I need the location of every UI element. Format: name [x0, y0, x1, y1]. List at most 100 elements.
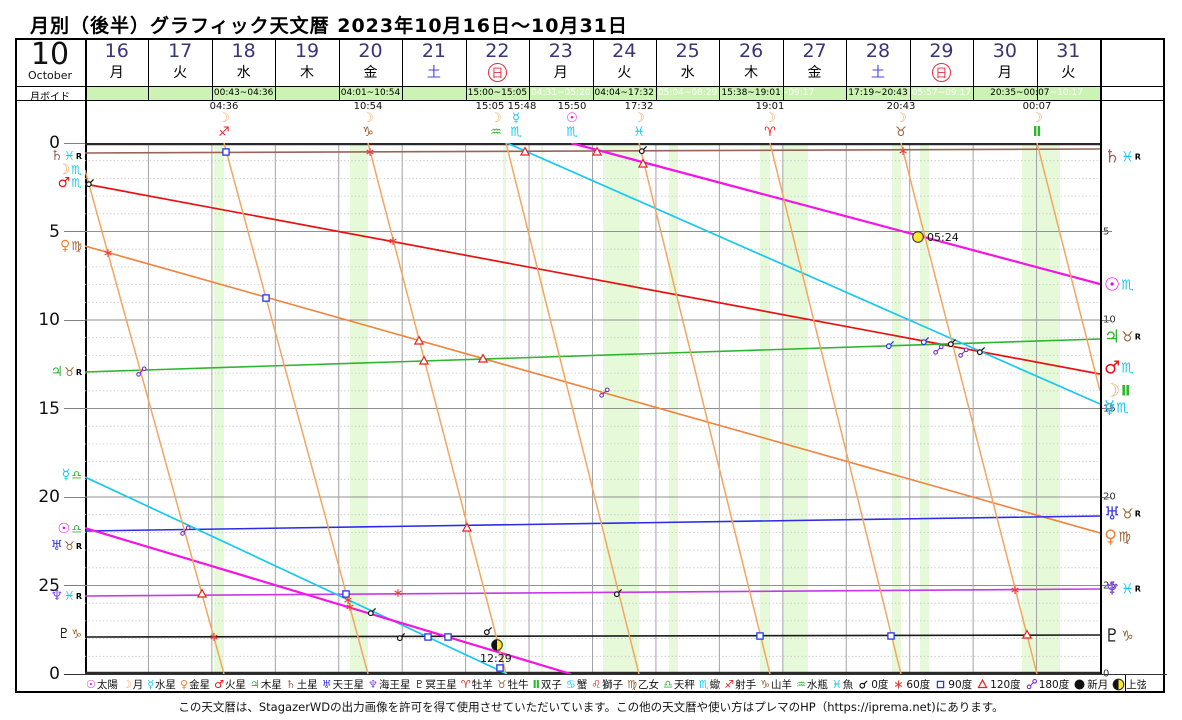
legend-sign-glyph: Ⅱ [532, 678, 540, 691]
aspect-marker-conj [85, 178, 95, 188]
date-cell: 20 金 [339, 39, 402, 86]
planet-label-right: ☿ ♏ [1104, 398, 1129, 419]
ingress-time: 04:36 [209, 101, 239, 112]
date-dow: 金 [363, 65, 378, 81]
void-time-cell: 17:19~20:43 [846, 88, 909, 99]
ingress-glyph: ☽ [764, 111, 776, 126]
date-number: 19 [294, 40, 320, 62]
legend-sign: ♌ 獅子 [591, 677, 623, 692]
planet-label-left: ♇ ♑ [20, 626, 82, 642]
date-number: 27 [802, 40, 827, 62]
planet-glyph: ♉ [64, 365, 75, 379]
event-time-label: 05:24 [927, 231, 959, 244]
planet-label-right: ♃ ♉ R [1104, 327, 1141, 348]
legend-planet: ♂ 火星 [214, 677, 246, 692]
planet-glyph: ♏ [1121, 277, 1134, 293]
date-cell: 17 火 [148, 39, 211, 86]
legend-sign-label: 射手 [735, 679, 757, 691]
aspect-marker-sq [262, 294, 270, 302]
aspect-marker-tri [591, 146, 603, 156]
legend-phase-label: 上弦 [1126, 679, 1146, 691]
legend-sign-label: 乙女 [637, 679, 659, 691]
ingress-time: 19:01 [755, 101, 785, 112]
legend-opp-icon [1026, 678, 1037, 690]
ingress-glyph-column: ☿ ♏ [507, 112, 525, 140]
date-cell: 21 土 [402, 39, 465, 86]
aspect-marker-sq [424, 633, 432, 641]
aspect-marker-conj [947, 338, 957, 348]
legend-sign: ♈ 牡羊 [461, 677, 493, 692]
moon-phase-events: 05:24 12:29 [480, 231, 959, 665]
ingress-time: 15:05 15:48 [475, 101, 537, 112]
legend-planet: ♅ 天王星 [322, 677, 364, 692]
legend-sign-label: 蠍 [709, 679, 721, 691]
aspect-marker-sq [756, 632, 764, 640]
planet-glyph: ♑ [1121, 628, 1134, 644]
planet-label-left: ☽ ♏ [20, 162, 82, 178]
ingress-glyph: ♈ [764, 125, 776, 140]
planet-glyph: ♄ [1104, 146, 1121, 168]
aspect-marker-conj [613, 588, 623, 598]
aspect-marker-tri [637, 158, 649, 168]
header-column-line [782, 38, 784, 100]
aspect-marker-tri [413, 335, 425, 345]
legend-planet-glyph: ♅ [321, 678, 332, 691]
void-time-cell: 04:31~05:20 [529, 88, 592, 99]
date-dow: 木 [300, 65, 315, 81]
planet-glyph: ♏ [1116, 400, 1129, 416]
header-column-line [275, 38, 277, 100]
date-number: 30 [992, 40, 1017, 62]
chart-svg: 05:24 12:29 [85, 143, 1100, 674]
y-axis-label-left: 0 [49, 664, 60, 684]
legend-fq-icon [1112, 678, 1125, 691]
ingress-glyph-column: ☽ Ⅱ [1028, 112, 1046, 140]
date-number: 28 [865, 40, 891, 62]
void-time-cell: 00:43~04:36 [212, 88, 275, 99]
planet-glyph: ♃ [50, 364, 64, 380]
aspect-marker-conj [396, 632, 406, 642]
planet-glyph: ♅ [50, 538, 64, 554]
planet-glyph: ♏ [71, 163, 82, 177]
planet-glyph: ♍ [1118, 529, 1131, 545]
aspect-marker-sq [444, 633, 452, 641]
aspect-marker-conj [920, 336, 930, 346]
event-time-label: 12:29 [480, 652, 512, 665]
ingress-glyph: ☽ [218, 111, 230, 126]
left-chart-border [85, 38, 87, 674]
planet-glyph: ♇ [57, 626, 71, 642]
retrograde-mark: R [1134, 332, 1141, 342]
y-axis-label-left: 25 [38, 575, 60, 596]
legend-aspect: 90度 [934, 677, 972, 692]
legend-sign: ♒ 水瓶 [796, 677, 828, 692]
y-axis-tick-right [1100, 319, 1112, 321]
planet-label-right: ♅ ♉ R [1104, 504, 1141, 525]
date-number: 25 [675, 40, 700, 62]
void-time-text: 15:00~15:05 [467, 88, 528, 98]
aspect-marker-opp [933, 344, 944, 355]
void-time-text: 17:19~20:43 [848, 88, 908, 98]
planet-label-left: ♆ ♓ R [20, 588, 83, 604]
legend-sign-label: 牡羊 [471, 679, 493, 691]
planet-glyph: ♂ [57, 175, 71, 191]
header-column-line [1036, 38, 1038, 100]
sunday-ring: 日 [487, 63, 507, 82]
ingress-glyph: ☽ [362, 111, 374, 126]
ingress-glyph: Ⅱ [1032, 125, 1042, 140]
y-axis-label-left: 15 [38, 398, 60, 419]
void-time-cell: 15:38~19:01~09:17 [719, 88, 846, 99]
planet-label-right: ♂ ♏ [1104, 358, 1134, 379]
legend-planet-label: 金星 [189, 679, 211, 691]
legend-phase: 上弦 [1112, 677, 1146, 692]
aspect-marker-sq [342, 590, 350, 598]
retrograde-mark: R [1134, 509, 1141, 519]
date-cell: 16 月 [85, 39, 148, 86]
legend-sign: ♓ 魚 [832, 677, 853, 692]
month-number: 10 [30, 37, 70, 72]
legend-planet-glyph: ♀ [180, 678, 189, 691]
date-number: 22 [485, 40, 510, 62]
aspect-marker-opp [599, 387, 610, 398]
date-cell: 30 月 [973, 39, 1036, 86]
legend-planet-glyph: ♃ [249, 678, 260, 691]
legend-planet: ☿ 水星 [147, 677, 176, 692]
aspect-marker-tri [477, 353, 489, 363]
